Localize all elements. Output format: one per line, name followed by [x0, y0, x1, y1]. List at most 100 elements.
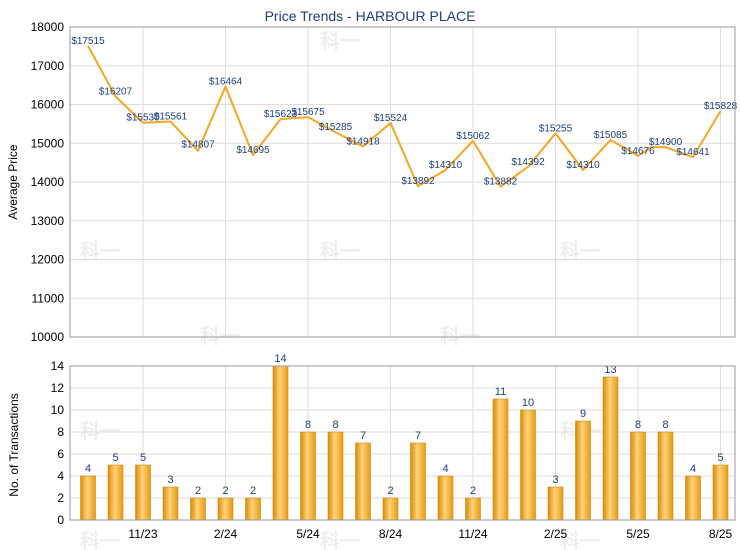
transaction-value-label: 2	[250, 485, 256, 497]
price-value-label: $14900	[649, 137, 683, 148]
price-value-label: $14695	[236, 145, 270, 156]
transaction-bar	[80, 475, 96, 521]
watermark-text: 科一	[80, 419, 120, 443]
price-tick-label: 16000	[31, 98, 65, 112]
transactions-tick-label: 6	[57, 447, 64, 461]
transaction-bar	[602, 376, 619, 521]
price-value-label: $14641	[676, 147, 710, 158]
transaction-value-label: 9	[580, 408, 586, 420]
transaction-value-label: 7	[415, 430, 421, 442]
price-tick-label: 11000	[32, 291, 65, 305]
transaction-bar	[162, 486, 179, 521]
transactions-axis-title: No. of Transactions	[7, 393, 21, 496]
transaction-value-label: 10	[522, 397, 534, 409]
transaction-bar	[107, 464, 124, 521]
price-value-label: $15524	[374, 113, 408, 124]
x-tick-label: 5/25	[626, 527, 650, 541]
price-tick-label: 13000	[31, 214, 65, 228]
transaction-bar	[245, 497, 261, 521]
data-labels: 4 5 5 3 2 2 2 14 8 8 7 2 7 4 2 11 10 3 9 13 8 8 4 5 $17515 $16207…	[71, 36, 737, 497]
transactions-tick-label: 4	[57, 469, 64, 483]
watermark-text: 科一	[320, 529, 360, 550]
price-line	[87, 45, 722, 188]
x-tick-label: 5/24	[296, 527, 320, 541]
transaction-value-label: 2	[222, 485, 228, 497]
watermark-text: 科一	[560, 529, 600, 550]
transaction-bar	[272, 365, 289, 521]
transaction-value-label: 13	[604, 364, 616, 376]
price-tick-label: 12000	[31, 253, 65, 267]
price-value-label: $15255	[539, 123, 573, 134]
transaction-value-label: 14	[274, 353, 286, 365]
transactions-tick-label: 14	[51, 359, 65, 373]
x-tick-label: 2/25	[544, 527, 568, 541]
price-value-label: $14807	[181, 140, 215, 151]
price-tick-label: 14000	[31, 175, 65, 189]
transaction-bar	[437, 475, 454, 521]
price-grid: 10000 11000 12000 13000 14000 15000 16000 17000…	[31, 20, 735, 344]
transaction-value-label: 4	[85, 463, 91, 475]
transactions-tick-label: 2	[57, 491, 64, 505]
price-value-label: $14676	[621, 146, 655, 157]
transaction-bar	[300, 431, 316, 521]
x-tick-label: 11/23	[128, 527, 157, 541]
x-tick-label: 8/24	[379, 527, 403, 541]
transaction-bar	[135, 464, 151, 521]
price-value-label: $13892	[401, 176, 435, 187]
x-tick-label: 2/24	[214, 527, 238, 541]
transactions-tick-label: 12	[51, 381, 65, 395]
transaction-value-label: 11	[495, 386, 506, 398]
transaction-value-label: 4	[690, 463, 696, 475]
price-value-label: $14392	[511, 157, 545, 168]
price-value-label: $17515	[71, 36, 105, 47]
transaction-bar	[712, 464, 729, 521]
transactions-tick-label: 10	[51, 403, 65, 417]
price-value-label: $15085	[594, 130, 628, 141]
price-value-label: $15285	[319, 122, 353, 133]
axes: 11/23 2/24 5/24 8/24 11/24 2/25 5/25 8/25	[69, 26, 736, 541]
watermark-text: 科一	[200, 324, 240, 348]
transaction-bar	[575, 420, 591, 521]
price-value-label: $15675	[291, 107, 325, 118]
transactions-tick-label: 0	[57, 513, 64, 527]
transaction-bar	[217, 497, 234, 521]
price-value-label: $16464	[209, 77, 243, 88]
transaction-bar	[410, 442, 426, 521]
price-tick-label: 10000	[31, 330, 65, 344]
transaction-value-label: 3	[552, 474, 558, 486]
transaction-value-label: 2	[387, 485, 393, 497]
transaction-value-label: 8	[305, 419, 311, 431]
transaction-value-label: 4	[442, 463, 448, 475]
transaction-value-label: 7	[360, 430, 366, 442]
price-tick-label: 17000	[31, 59, 65, 73]
price-value-label: $13882	[484, 177, 518, 188]
price-tick-label: 15000	[31, 136, 65, 150]
transaction-bar	[630, 431, 646, 521]
price-value-label: $15062	[456, 131, 490, 142]
price-value-label: $14918	[346, 136, 380, 147]
transaction-bar	[685, 475, 701, 521]
transactions-tick-label: 8	[57, 425, 64, 439]
transaction-value-label: 2	[470, 485, 476, 497]
transaction-bar	[520, 409, 536, 521]
price-value-label: $14310	[429, 160, 463, 171]
transaction-value-label: 3	[167, 474, 173, 486]
price-tick-label: 18000	[31, 20, 65, 34]
price-value-label: $15530	[126, 113, 160, 124]
transaction-value-label: 2	[195, 485, 201, 497]
price-value-label: $14310	[566, 160, 600, 171]
transaction-value-label: 5	[140, 452, 146, 464]
transaction-bar	[327, 431, 344, 521]
transaction-bar	[465, 497, 481, 521]
chart-title: Price Trends - HARBOUR PLACE	[265, 8, 476, 24]
price-line-layer	[87, 45, 722, 188]
price-plot-frame	[69, 26, 736, 338]
transaction-bar	[492, 398, 509, 521]
transaction-bar	[355, 442, 371, 521]
price-axis-title: Average Price	[6, 144, 20, 219]
transactions-plot-frame	[69, 365, 736, 521]
transaction-value-label: 5	[717, 452, 723, 464]
watermark-text: 科一	[440, 324, 480, 348]
watermark-text: 科一	[80, 529, 120, 550]
